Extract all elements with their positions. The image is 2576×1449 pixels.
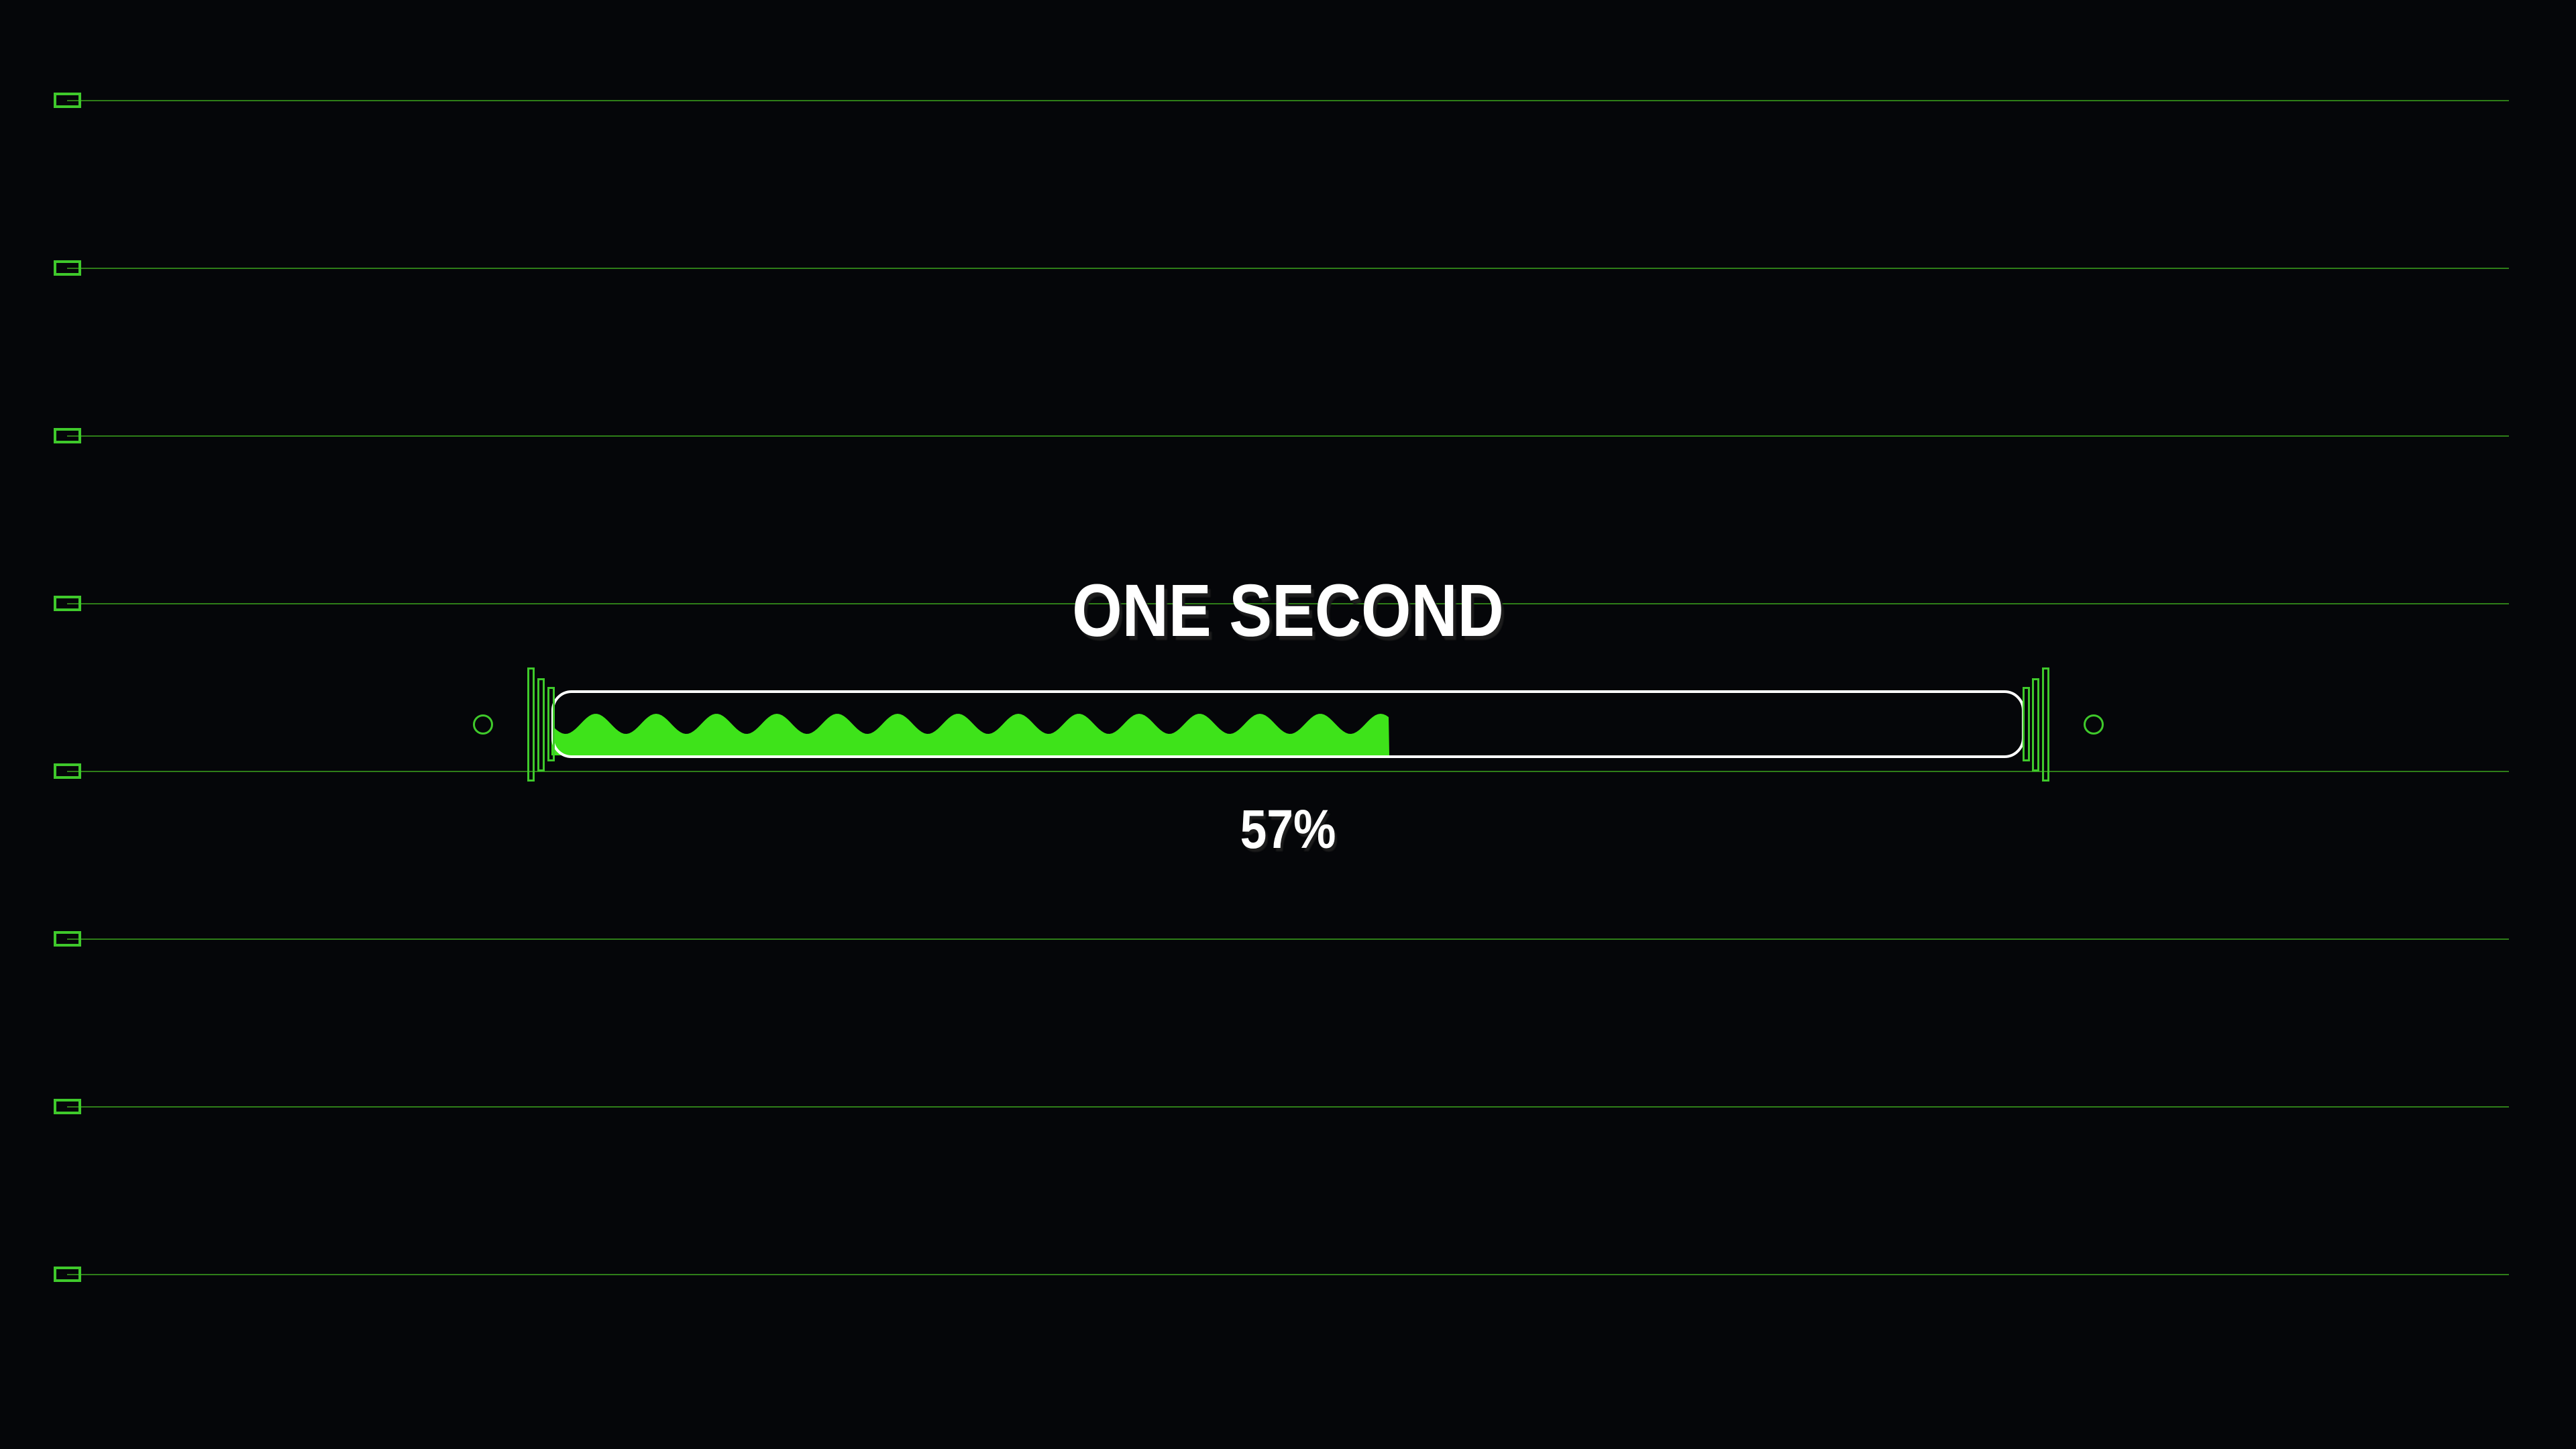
tick-marker bbox=[54, 1099, 81, 1114]
page-title: ONE SECOND bbox=[1072, 570, 1504, 652]
progress-track bbox=[551, 690, 2025, 758]
progress-percent-label: 57% bbox=[1240, 799, 1336, 860]
progress-fill-wave bbox=[551, 714, 1389, 755]
grid-line bbox=[67, 1106, 2509, 1108]
tick-marker bbox=[54, 93, 81, 108]
tick-marker bbox=[54, 260, 81, 276]
progress-left-bracket-bar-middle bbox=[537, 678, 545, 771]
grid-line bbox=[67, 771, 2509, 772]
progress-right-circle-icon bbox=[2084, 714, 2104, 735]
grid-line bbox=[67, 435, 2509, 437]
grid-line bbox=[67, 268, 2509, 269]
tick-marker bbox=[54, 428, 81, 443]
progress-right-bracket-bar-inner bbox=[2023, 687, 2030, 761]
progress-left-bracket-bar-outer bbox=[527, 667, 535, 782]
progress-left-bracket-bar-inner bbox=[547, 687, 555, 761]
tick-marker bbox=[54, 596, 81, 611]
progress-right-bracket-bar-middle bbox=[2032, 678, 2039, 771]
tick-marker bbox=[54, 931, 81, 947]
grid-line bbox=[67, 1274, 2509, 1275]
grid-line bbox=[67, 603, 2509, 604]
grid-line bbox=[67, 100, 2509, 101]
progress-right-bracket-bar-outer bbox=[2042, 667, 2049, 782]
tick-marker bbox=[54, 763, 81, 779]
progress-left-circle-icon bbox=[473, 714, 493, 735]
progress-wave-path bbox=[551, 714, 1389, 755]
tick-marker bbox=[54, 1267, 81, 1282]
grid-line bbox=[67, 938, 2509, 940]
